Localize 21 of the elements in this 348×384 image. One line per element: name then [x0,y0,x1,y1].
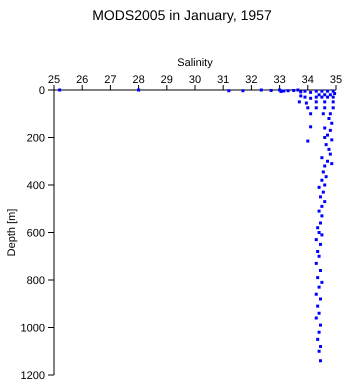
y-tick-label: 1200 [20,370,45,382]
x-tick-label: 25 [48,74,60,86]
x-tick-label: 28 [132,74,145,86]
y-tick-label: 200 [26,132,45,144]
y-tick-label: 1000 [20,322,45,334]
x-tick-label: 26 [76,74,88,86]
x-tick-label: 35 [330,74,342,86]
x-tick-label: 27 [104,74,117,86]
x-axis-title: Salinity [177,57,214,69]
y-tick-label: 600 [26,227,45,240]
x-tick-label: 32 [245,74,258,86]
chart-title: MODS2005 in January, 1957 [92,7,272,23]
x-tick-label: 29 [160,74,173,86]
y-tick-label: 400 [26,180,45,192]
x-tick-label: 34 [302,74,314,86]
x-tick-label: 31 [217,74,230,86]
x-tick-label: 33 [273,74,286,86]
y-tick-label: 0 [38,84,45,97]
y-tick-label: 800 [26,274,45,287]
x-tick-label: 30 [188,74,202,86]
y-axis-title: Depth [m] [6,208,18,256]
